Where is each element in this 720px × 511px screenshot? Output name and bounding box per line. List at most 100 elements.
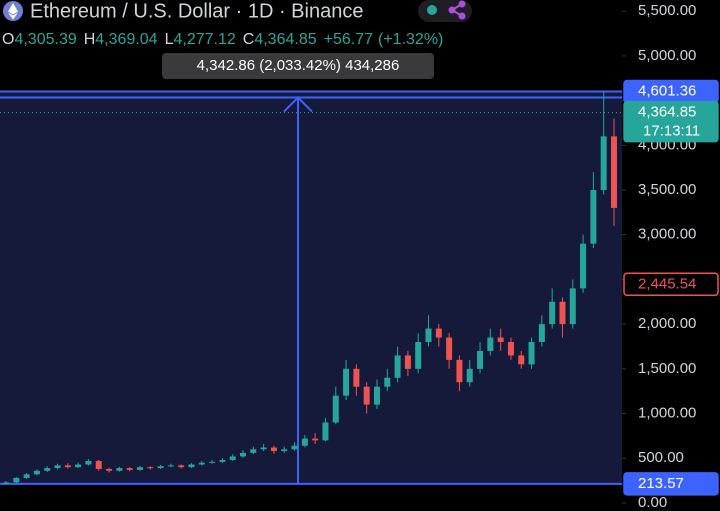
candle-body: [291, 445, 298, 450]
candle-body: [538, 324, 545, 343]
countdown: 17:13:11: [643, 123, 700, 140]
price-tag: [623, 472, 719, 496]
candle-body: [106, 468, 113, 471]
plot-area: 4,342.86 (2,033.42%) 434,286: [0, 53, 622, 485]
price-tag-label: 4,364.85: [638, 104, 696, 121]
measure-tooltip-label: 4,342.86 (2,033.42%) 434,286: [197, 57, 400, 74]
candle-body: [3, 482, 9, 484]
candle-body: [157, 466, 164, 469]
candle-body: [13, 477, 20, 483]
candle-body: [580, 243, 587, 289]
status-dot: [427, 5, 437, 15]
candle-body: [54, 465, 61, 469]
candle-body: [229, 456, 236, 461]
candle-body: [209, 461, 216, 463]
candle-body: [136, 467, 143, 470]
y-tick-label: 500.00: [638, 449, 684, 466]
candle-body: [528, 342, 535, 365]
candle-body: [507, 342, 514, 356]
y-tick-label: 1,500.00: [638, 360, 696, 377]
ohlc-value: 4,305.39: [14, 31, 76, 48]
candle-body: [600, 136, 607, 191]
candle-body: [569, 288, 576, 325]
y-tick-label: 5,000.00: [638, 47, 696, 64]
axis-panel: [622, 0, 720, 511]
candle-body: [425, 328, 432, 343]
candle-body: [456, 359, 463, 383]
candle-body: [518, 355, 525, 365]
candle-body: [260, 447, 267, 450]
price-tag-label: 213.57: [638, 475, 684, 492]
candle-body: [590, 190, 597, 244]
ohlc-key: C: [243, 31, 255, 48]
candle-body: [147, 467, 154, 469]
candle-body: [373, 386, 380, 405]
header: Ethereum / U.S. Dollar · 1D · Binance: [3, 0, 472, 22]
ohlc-value: 4,277.12: [173, 31, 235, 48]
candle-body: [549, 301, 556, 325]
candle-body: [353, 368, 360, 387]
measure-range: [0, 91, 622, 484]
price-axis: 0.00500.001,000.001,500.002,000.002,500.…: [622, 0, 720, 511]
candle-body: [435, 328, 442, 338]
chart-title: Ethereum / U.S. Dollar · 1D · Binance: [30, 0, 363, 22]
candle-body: [250, 449, 257, 453]
ohlc-legend: O4,305.39 H4,369.04 L4,277.12 C4,364.85 +56.…: [2, 31, 443, 48]
y-tick-label: 3,000.00: [638, 226, 696, 243]
candle-body: [404, 355, 411, 369]
candle-body: [23, 474, 30, 478]
candle-body: [126, 468, 133, 470]
candle-body: [301, 438, 308, 446]
candle-body: [322, 422, 329, 441]
price-tag-label: 2,445.54: [638, 275, 696, 292]
candle-body: [343, 368, 350, 396]
candle-body: [178, 465, 185, 468]
y-tick-label: 1,000.00: [638, 405, 696, 422]
candle-body: [95, 460, 102, 469]
candle-body: [44, 468, 51, 471]
candle-body: [394, 355, 401, 378]
candle-body: [188, 464, 195, 468]
candle-body: [611, 136, 617, 208]
candle-body: [64, 465, 71, 468]
change: +56.77: [324, 31, 373, 48]
candle-body: [240, 452, 247, 457]
change-pct: (+1.32%): [378, 31, 443, 48]
price-tags: 4,601.36 4,364.85 17:13:11 2,445.54 213.57: [623, 79, 719, 496]
y-tick-label: 2,000.00: [638, 315, 696, 332]
candle-body: [312, 438, 319, 441]
ohlc-key: L: [165, 31, 174, 48]
y-tick-label: 5,500.00: [638, 2, 696, 19]
candle-body: [466, 368, 473, 383]
candle-body: [487, 337, 494, 351]
candle-body: [559, 301, 566, 325]
candle-body: [281, 449, 288, 452]
candle-body: [270, 447, 277, 452]
candle-body: [384, 377, 391, 387]
candle-body: [116, 468, 123, 471]
price-tag: [623, 272, 719, 297]
candle-body: [167, 465, 174, 467]
ohlc-key: O: [2, 31, 14, 48]
measure-arrow-head: [283, 96, 313, 113]
eth-glyph: [8, 3, 18, 20]
candle-body: [85, 460, 92, 465]
candle-body: [33, 470, 40, 475]
candle-body: [363, 386, 370, 405]
ohlc-value: 4,369.04: [95, 31, 157, 48]
candle-body: [332, 395, 339, 423]
y-tick-label: 0.00: [638, 494, 667, 511]
candle-body: [219, 460, 226, 462]
candle-body: [75, 464, 82, 468]
y-tick-label: 3,500.00: [638, 181, 696, 198]
candle-body: [198, 462, 205, 465]
ohlc-row: O4,305.39 H4,369.04 L4,277.12 C4,364.85 +56.…: [2, 31, 443, 48]
share-icon: [448, 0, 466, 20]
measure-tooltip: [162, 53, 434, 79]
price-tag: [623, 100, 719, 143]
price-tag-label: 4,601.36: [638, 82, 696, 99]
ohlc-value: 4,364.85: [254, 31, 316, 48]
candle-body: [415, 342, 422, 369]
candle-body: [497, 337, 504, 343]
